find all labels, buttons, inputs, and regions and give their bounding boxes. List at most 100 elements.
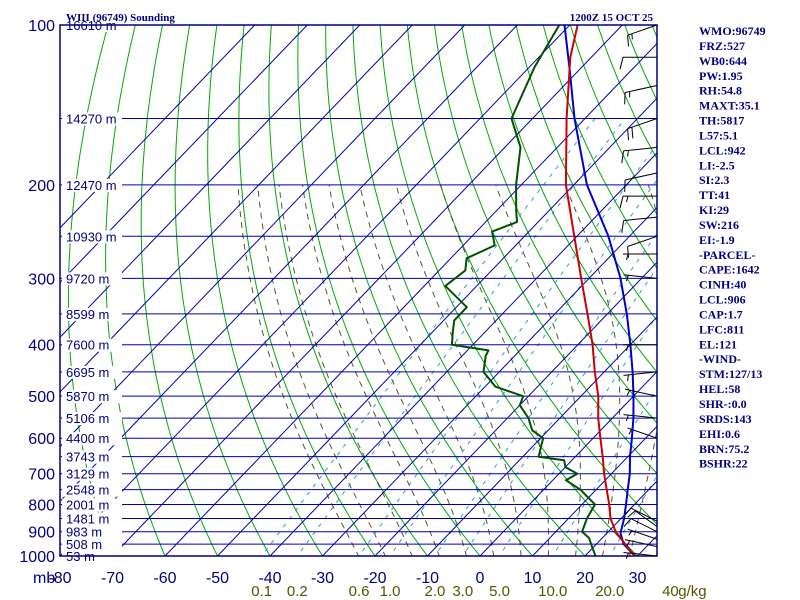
wind-barb xyxy=(621,146,658,164)
isotherm xyxy=(60,25,518,503)
wind-barb xyxy=(627,24,658,47)
index-item: SI:2.3 xyxy=(699,173,729,187)
height-label: 3743 m xyxy=(66,450,109,465)
barb-half-feather xyxy=(626,540,631,547)
background-lines xyxy=(60,25,657,556)
mixing-ratio-label: 2.0 xyxy=(425,583,446,600)
wind-barb xyxy=(619,195,657,209)
wind-barb xyxy=(623,371,658,382)
wind-barb xyxy=(627,510,658,527)
height-label-bg xyxy=(62,538,122,552)
index-item: STM:127/13 xyxy=(699,367,762,381)
mixing-ratio-label: 0.1 xyxy=(251,583,272,600)
temperature-trace xyxy=(564,25,636,556)
index-item: SHR-:0.0 xyxy=(699,397,747,411)
index-item: LCL:906 xyxy=(699,293,746,307)
barb-half-feather xyxy=(626,195,629,203)
isobars xyxy=(60,25,657,556)
wind-barb xyxy=(623,274,658,282)
index-item: CINH:40 xyxy=(699,278,746,292)
pressure-tick-label: 700 xyxy=(28,467,55,484)
index-item: TH:5817 xyxy=(699,114,744,128)
barb-staff xyxy=(623,551,658,557)
pressure-tick-label: 600 xyxy=(28,431,55,448)
height-label: 2548 m xyxy=(66,483,109,498)
barb-staff xyxy=(624,85,658,93)
wind-barb xyxy=(623,507,658,522)
dry-adiabat xyxy=(207,25,324,556)
index-item: L57:5.1 xyxy=(699,128,738,142)
mixing-ratio-label: 20.0 xyxy=(595,583,624,600)
dry-adiabat xyxy=(461,25,657,424)
height-label: 8599 m xyxy=(66,307,109,322)
barb-half-feather xyxy=(625,275,629,282)
barb-feather xyxy=(627,510,636,518)
barb-staff xyxy=(623,274,658,279)
wind-barb xyxy=(627,427,658,439)
mixing-ratio-label: 0.6 xyxy=(349,583,370,600)
temperature-tick-label: -10 xyxy=(416,570,439,587)
index-item: BRN:75.2 xyxy=(699,442,749,456)
barb-half-feather xyxy=(631,33,633,40)
wind-barb xyxy=(627,528,658,540)
wind-barb xyxy=(623,344,657,351)
isotherm xyxy=(60,25,361,338)
wind-barb xyxy=(627,118,658,141)
dewpoint-trace xyxy=(444,25,597,556)
dry-adiabat xyxy=(433,25,657,475)
pressure-tick-label: 500 xyxy=(28,389,55,406)
temperature-tick-label: 10 xyxy=(524,570,542,587)
barb-half-feather xyxy=(628,530,633,536)
isotherm xyxy=(427,316,657,556)
height-label: 1481 m xyxy=(66,512,109,527)
height-label-bg xyxy=(62,432,122,446)
barb-feather xyxy=(619,195,624,209)
wind-barb xyxy=(619,56,657,70)
index-item: KI:29 xyxy=(699,203,729,217)
dry-adiabat xyxy=(542,25,657,270)
dry-adiabat xyxy=(406,25,657,525)
wind-barb xyxy=(624,172,658,192)
height-label-bg xyxy=(62,498,122,512)
barb-staff xyxy=(627,528,658,540)
barb-feather xyxy=(623,507,632,517)
height-label-bg xyxy=(62,483,122,497)
temperature-tick-label: -80 xyxy=(48,570,71,587)
wind-barb xyxy=(621,216,658,233)
wind-barb xyxy=(624,539,658,548)
wind-barb xyxy=(627,235,658,258)
height-label-bg xyxy=(62,525,122,539)
index-item: HEL:58 xyxy=(699,382,740,396)
barb-staff xyxy=(627,235,658,247)
isotherm xyxy=(269,152,657,556)
mixing-ratio-label: g/kg xyxy=(678,583,706,600)
height-label: 5106 m xyxy=(66,411,109,426)
isotherm xyxy=(112,25,623,556)
pressure-tick-label: 800 xyxy=(28,498,55,515)
index-item: LI:-2.5 xyxy=(699,158,735,172)
index-item: CAPE:1642 xyxy=(699,263,760,277)
barb-feather xyxy=(621,220,625,233)
moist-adiabat xyxy=(278,184,413,556)
temperature-axis: -80 -70 -60 -50 -40 -30 -20 -10 0 10 20 30 xyxy=(48,570,646,587)
barb-half-feather xyxy=(628,429,633,435)
wind-barb xyxy=(623,551,658,559)
temperature-tick-label: 20 xyxy=(576,570,594,587)
height-label-bg xyxy=(62,272,122,286)
height-label-bg xyxy=(62,338,122,352)
index-item: EHI:0.6 xyxy=(699,427,740,441)
wind-barb xyxy=(623,253,657,261)
height-label: 10930 m xyxy=(66,229,117,244)
height-label-bg xyxy=(62,365,122,379)
barb-staff xyxy=(627,118,658,130)
height-label-bg xyxy=(62,512,122,526)
index-item: LCL:942 xyxy=(699,143,746,157)
dry-adiabat xyxy=(379,25,639,556)
index-item: FRZ:527 xyxy=(699,39,745,53)
barb-feather xyxy=(623,518,632,527)
height-label: 2001 m xyxy=(66,498,109,513)
moist-adiabat xyxy=(328,184,467,556)
index-item: EL:121 xyxy=(699,337,737,351)
isotherm xyxy=(60,25,308,284)
